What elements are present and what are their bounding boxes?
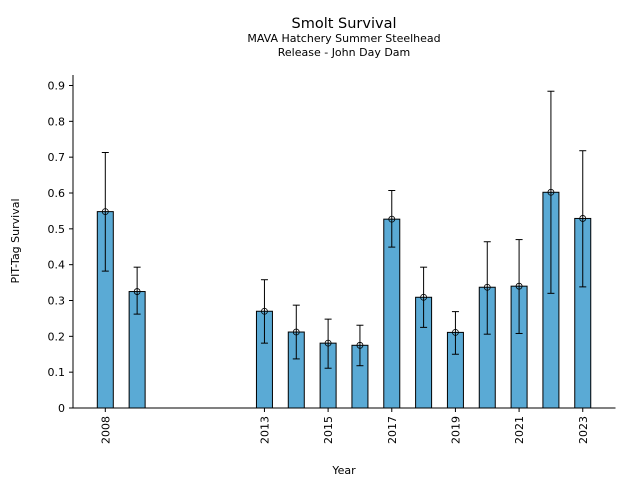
x-ticks-group: 2008 2013 2015 2017 2019 2021 2023 (99, 408, 590, 444)
markers-group (101, 188, 587, 349)
y-tick-label: 0.2 (48, 330, 66, 343)
point-marker-2020 (483, 283, 491, 291)
y-tick-label: 0.1 (48, 366, 66, 379)
x-tick-label: 2008 (99, 416, 112, 444)
point-marker-2013 (261, 307, 268, 315)
point-marker-2023 (579, 215, 587, 222)
point-marker-2009 (133, 288, 141, 295)
error-bars-group (101, 90, 587, 369)
chart-subtitle-line-2: Release - John Day Dam (278, 46, 411, 59)
x-axis-label: Year (331, 464, 356, 477)
point-marker-2014 (292, 328, 300, 336)
x-tick-label: 2017 (386, 416, 399, 444)
point-marker-2018 (420, 293, 428, 301)
x-tick-label: 2019 (449, 416, 462, 444)
y-tick-label: 0.8 (48, 115, 66, 128)
point-marker-2021 (515, 282, 523, 290)
y-tick-label: 0.6 (48, 187, 66, 200)
chart-subtitle-line-1: MAVA Hatchery Summer Steelhead (247, 32, 440, 45)
point-marker-2019 (452, 328, 459, 336)
chart-title: Smolt Survival (292, 16, 397, 32)
y-tick-label: 0 (58, 402, 65, 415)
y-tick-label: 0.9 (48, 80, 66, 93)
x-tick-label: 2023 (577, 416, 590, 444)
y-tick-label: 0.7 (48, 151, 66, 164)
point-marker-2017 (388, 215, 396, 223)
y-tick-label: 0.5 (48, 223, 66, 236)
point-marker-2016 (356, 341, 364, 349)
y-tick-label: 0.3 (48, 295, 66, 308)
x-tick-label: 2013 (258, 416, 271, 444)
point-marker-2008 (101, 208, 109, 216)
point-marker-2022 (547, 188, 555, 196)
point-marker-2015 (324, 339, 332, 347)
y-axis-label: PIT-Tag Survival (9, 198, 22, 283)
y-ticks-group: 0 0.1 0.2 0.3 0.4 0.5 0.6 0.7 0.8 0.9 (48, 80, 73, 415)
bars-group (96, 191, 592, 409)
x-tick-label: 2021 (513, 416, 526, 444)
y-tick-label: 0.4 (48, 259, 66, 272)
x-tick-label: 2015 (322, 416, 335, 444)
